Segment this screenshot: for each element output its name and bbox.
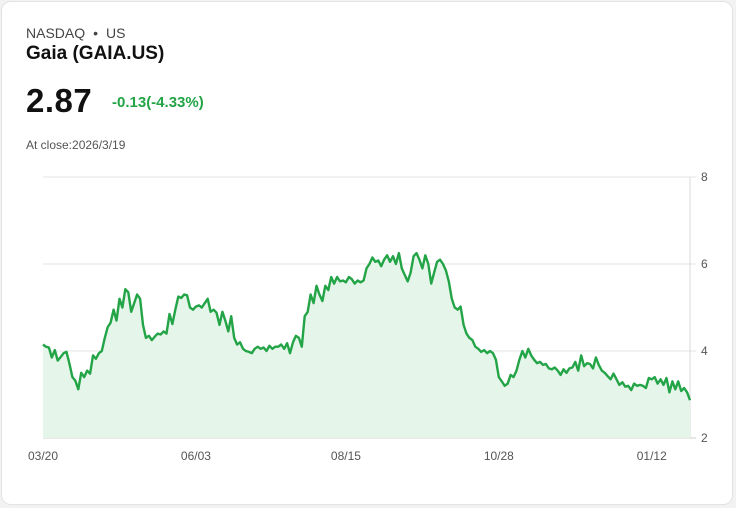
y-tick-label: 6 [701,257,708,271]
exchange-line: NASDAQ • US [26,25,125,41]
separator-dot: • [93,25,99,41]
y-tick-label: 8 [701,170,708,184]
x-tick-label: 03/20 [28,449,58,463]
y-axis-ticks: 8 6 4 2 [701,170,708,445]
y-tick-label: 2 [701,431,708,445]
exchange-name: NASDAQ [26,25,86,41]
x-tick-label: 10/28 [484,449,514,463]
country-label: US [106,25,126,41]
x-axis-ticks: 03/20 06/03 08/15 10/28 01/12 [28,449,667,463]
current-price: 2.87 [26,82,93,119]
x-tick-label: 08/15 [331,449,361,463]
x-tick-label: 06/03 [181,449,211,463]
x-tick-label: 01/12 [637,449,667,463]
stock-title: Gaia (GAIA.US) [26,43,165,64]
price-area-fill [43,253,690,438]
price-line[interactable] [42,251,692,401]
y-tick-label: 4 [701,344,708,358]
close-date: At close:2026/3/19 [26,138,126,152]
price-change: -0.13(-4.33%) [112,94,204,111]
